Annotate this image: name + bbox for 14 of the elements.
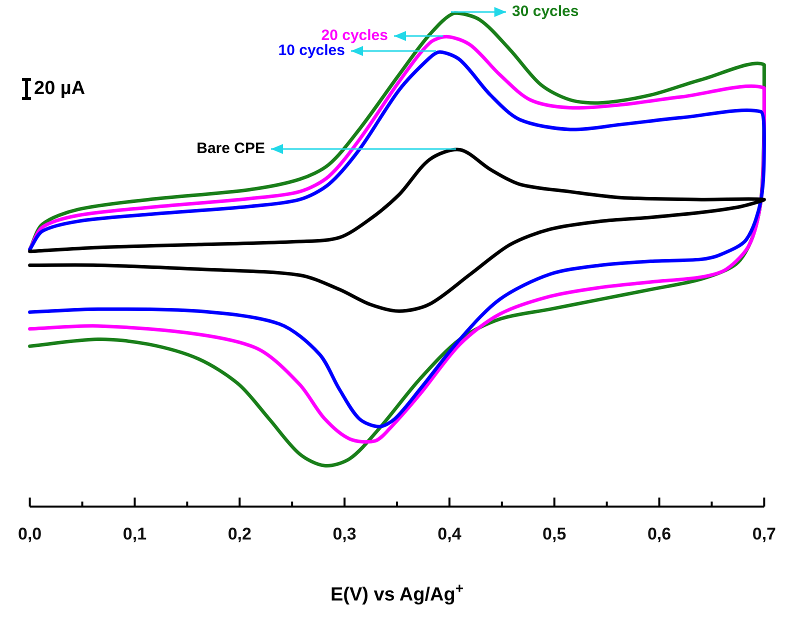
x-tick-label: 0,6 [647,524,672,544]
x-tick-label: 0,0 [18,524,42,544]
text: 20 cycles [321,26,388,44]
x-tick-label: 0,5 [542,524,566,544]
x-tick-label: 0,2 [228,524,252,544]
x-tick-label: 0,7 [752,524,776,544]
x-tick-label: 0,4 [438,524,462,544]
x-tick-label: 0,1 [122,524,147,544]
text: Bare CPE [196,140,265,157]
x-axis-title: E(V) vs Ag/Ag$^{+}$ [329,580,465,606]
annotation: 20 µA [34,78,86,100]
x-tick-label: 0,3 [332,524,356,544]
text: 10 cycles [278,42,345,60]
series-label: 30 cycles [512,3,579,20]
